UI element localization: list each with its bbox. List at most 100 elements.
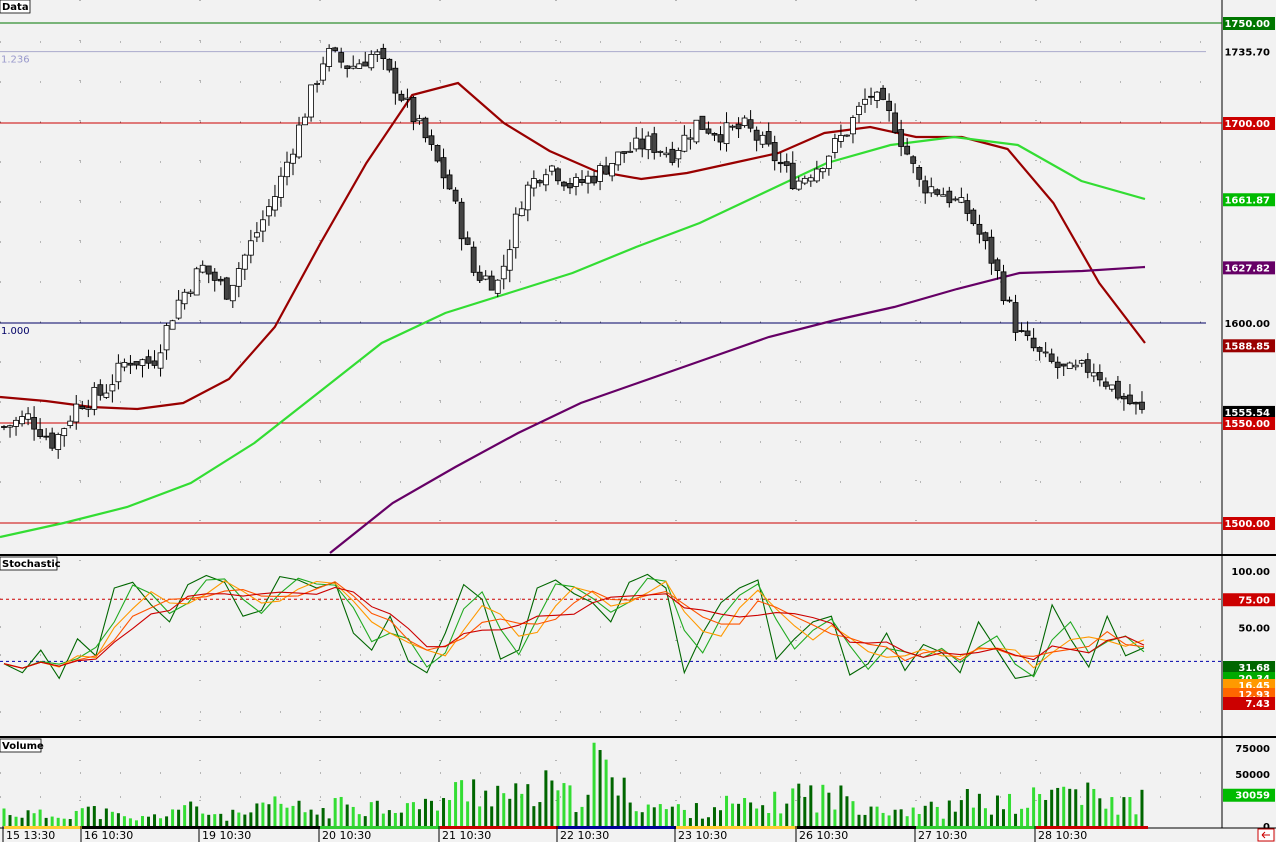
volume-bar: [68, 819, 72, 826]
candle-body: [777, 161, 784, 165]
volume-bar: [219, 813, 223, 826]
candle-body: [994, 259, 1001, 271]
candle-body: [458, 201, 465, 240]
volume-bar: [327, 818, 331, 826]
volume-bar: [917, 814, 921, 826]
price-marker-label: 1700.00: [1224, 119, 1270, 130]
candle-body: [1133, 401, 1139, 405]
candle-body: [163, 325, 170, 351]
candle-body: [181, 291, 188, 305]
volume-bar: [153, 814, 157, 826]
candle-body: [1012, 302, 1019, 333]
volume-marker-label: 30059: [1235, 791, 1270, 802]
candle-body: [723, 122, 730, 145]
volume-bar: [472, 779, 476, 826]
candle-body: [856, 105, 862, 115]
volume-bar: [694, 803, 698, 826]
candle-body: [109, 384, 116, 392]
candle-body: [506, 249, 513, 271]
volume-bar: [827, 792, 831, 826]
volume-bar: [821, 784, 825, 826]
candle-body: [982, 232, 989, 242]
candle-body: [868, 95, 874, 98]
volume-bar: [640, 812, 644, 826]
candle-body: [880, 87, 886, 100]
axis-labels: 1600.00 1750.00 1735.70 1700.00 1661.87 1627.…: [1223, 17, 1275, 833]
fib-label: 1.236: [1, 55, 30, 66]
volume-bar: [243, 814, 247, 826]
volume-bar: [658, 804, 662, 826]
candle-body: [416, 118, 423, 122]
volume-bar: [845, 796, 849, 826]
candle-body: [470, 246, 477, 273]
candle-body: [693, 119, 700, 143]
date-label: 20 10:30: [322, 829, 371, 842]
candle-body: [916, 166, 923, 180]
candle-body: [49, 432, 56, 449]
price-marker-label: 1550.00: [1224, 419, 1270, 430]
volume-bar: [887, 815, 891, 826]
price-pane-label-box: [0, 0, 31, 14]
candle-body: [157, 352, 164, 369]
candle-body: [946, 190, 953, 204]
candle-body: [1048, 353, 1055, 362]
candle-body: [386, 58, 393, 71]
volume-bar: [393, 812, 397, 826]
candle-body: [898, 129, 905, 147]
volume-bar: [809, 785, 813, 826]
candle-body: [308, 84, 314, 118]
candle-body: [145, 356, 152, 364]
price-marker-label: 1661.87: [1224, 195, 1270, 206]
candle-body: [121, 362, 128, 368]
candle-body: [621, 151, 628, 154]
price-marker-label: 1735.70: [1224, 48, 1270, 59]
candle-body: [127, 362, 134, 366]
volume-bar: [478, 806, 482, 826]
volume-bar: [688, 818, 692, 826]
candle-body: [1096, 372, 1103, 381]
candle-body: [850, 117, 856, 135]
moving-averages: [0, 81, 1146, 554]
candle-body: [368, 54, 375, 69]
session-color-strip: [676, 826, 797, 829]
volume-bar: [345, 804, 349, 826]
volume-bar: [514, 783, 518, 826]
price-marker-label-box: [1223, 117, 1275, 130]
stochastic-line: [3, 586, 1145, 669]
volume-bar: [869, 806, 873, 826]
stochastic-line: [3, 581, 1145, 669]
price-marker-label: 1588.85: [1224, 341, 1270, 352]
candle-body: [344, 65, 351, 70]
volume-bar: [14, 816, 18, 826]
volume-bar: [664, 809, 668, 826]
candle-body: [428, 135, 435, 145]
date-label: 28 10:30: [1038, 829, 1087, 842]
candle-body: [440, 157, 447, 179]
date-label: 22 10:30: [560, 829, 609, 842]
volume-bar: [592, 742, 596, 826]
volume-bar: [538, 802, 542, 826]
candle-body: [380, 47, 387, 59]
date-label: 21 10:30: [442, 829, 491, 842]
volume-pane-label-box: [0, 738, 42, 753]
date-label: 15 13:30: [6, 829, 55, 842]
candle-body: [555, 168, 561, 182]
volume-bar: [712, 807, 716, 826]
date-label: 19 10:30: [202, 829, 251, 842]
volume-bar: [1008, 793, 1012, 826]
candle-body: [633, 137, 640, 150]
candle-body: [970, 209, 977, 225]
candle-body: [524, 184, 531, 211]
volume-bar: [321, 808, 325, 826]
volume-bar: [496, 785, 500, 826]
volume-bar: [225, 820, 229, 826]
candle-body: [645, 135, 652, 151]
candle-body: [1084, 359, 1091, 373]
volume-bar: [953, 811, 957, 826]
candle-body: [229, 284, 236, 302]
volume-bar: [923, 805, 927, 826]
candle-body: [1018, 330, 1025, 332]
price-marker-label: 1500.00: [1224, 519, 1270, 530]
volume-bar: [767, 813, 771, 826]
